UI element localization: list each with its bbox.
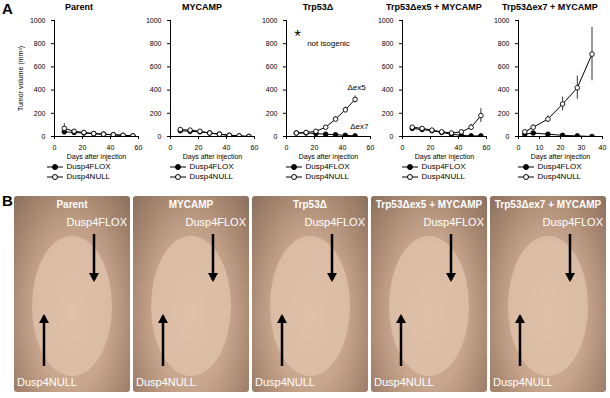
svg-text:1000: 1000 (262, 17, 278, 24)
svg-text:0: 0 (158, 133, 162, 140)
svg-text:Days after injection: Days after injection (531, 153, 591, 161)
html-text:Dusp4FLOX: Dusp4FLOX (542, 216, 603, 228)
html-text:Dusp4FLOX: Dusp4FLOX (304, 216, 365, 228)
html-text:Dusp4FLOX: Dusp4FLOX (537, 162, 582, 171)
html-text:B: B (2, 192, 13, 209)
svg-text:Days after injection: Days after injection (299, 153, 359, 161)
svg-text:60: 60 (251, 144, 259, 151)
svg-text:1000: 1000 (494, 17, 510, 24)
svg-text:800: 800 (382, 40, 394, 47)
html-text:Dusp4FLOX: Dusp4FLOX (421, 162, 466, 171)
svg-text:400: 400 (266, 86, 278, 93)
svg-text:200: 200 (498, 110, 510, 117)
svg-text:Days after injection: Days after injection (67, 153, 127, 161)
svg-text:400: 400 (382, 86, 394, 93)
html-text:Dusp4FLOX: Dusp4FLOX (66, 216, 127, 228)
html-text:Dusp4FLOX: Dusp4FLOX (185, 216, 246, 228)
svg-text:200: 200 (150, 110, 162, 117)
svg-text:60: 60 (483, 144, 491, 151)
svg-text:400: 400 (150, 86, 162, 93)
svg-text:600: 600 (34, 63, 46, 70)
svg-text:60: 60 (135, 144, 143, 151)
svg-text:600: 600 (382, 63, 394, 70)
svg-text:800: 800 (34, 40, 46, 47)
html-text:Trp53Δex5 + MYCAMP: Trp53Δex5 + MYCAMP (386, 2, 482, 12)
html-text:Dusp4NULL: Dusp4NULL (493, 376, 553, 388)
html-text:Dusp4NULL: Dusp4NULL (189, 172, 234, 181)
svg-text:400: 400 (34, 86, 46, 93)
html-text:Dusp4NULL: Dusp4NULL (305, 172, 350, 181)
html-text:Dusp4NULL: Dusp4NULL (66, 172, 111, 181)
svg-text:800: 800 (498, 40, 510, 47)
svg-text:0: 0 (390, 133, 394, 140)
svg-text:400: 400 (498, 86, 510, 93)
html-text:Dusp4NULL: Dusp4NULL (421, 172, 466, 181)
html-text:Trp53Δex7 + MYCAMP: Trp53Δex7 + MYCAMP (502, 2, 598, 12)
svg-text:Days after injection: Days after injection (183, 153, 243, 161)
html-text:Trp53Δex5 + MYCAMP: Trp53Δex5 + MYCAMP (375, 199, 483, 210)
svg-text:0: 0 (42, 133, 46, 140)
html-text:Trp53Δ: Trp53Δ (302, 2, 334, 12)
svg-text:0: 0 (506, 133, 510, 140)
html-text:Parent: Parent (65, 2, 93, 12)
svg-text:40: 40 (599, 144, 607, 151)
html-text:Trp53Δ: Trp53Δ (293, 199, 327, 210)
svg-text:not isogenic: not isogenic (307, 39, 350, 48)
svg-text:800: 800 (150, 40, 162, 47)
svg-text:0: 0 (274, 133, 278, 140)
html-text:Dusp4FLOX: Dusp4FLOX (305, 162, 350, 171)
html-text:Dusp4NULL: Dusp4NULL (374, 376, 434, 388)
html-text:Dusp4NULL: Dusp4NULL (537, 172, 582, 181)
svg-text:10: 10 (536, 144, 544, 151)
svg-text:1000: 1000 (146, 17, 162, 24)
svg-text:800: 800 (266, 40, 278, 47)
html-text:Dusp4NULL: Dusp4NULL (255, 376, 315, 388)
svg-text:*: * (295, 28, 301, 45)
html-text:Dusp4FLOX: Dusp4FLOX (423, 216, 484, 228)
svg-text:30: 30 (578, 144, 586, 151)
svg-text:Tumor volume (mm³): Tumor volume (mm³) (17, 46, 25, 111)
svg-text:200: 200 (34, 110, 46, 117)
svg-text:20: 20 (427, 144, 435, 151)
svg-text:Δex7: Δex7 (350, 122, 369, 131)
html-text:Dusp4FLOX: Dusp4FLOX (189, 162, 234, 171)
html-text:A: A (2, 0, 13, 17)
svg-text:600: 600 (266, 63, 278, 70)
svg-text:1000: 1000 (378, 17, 394, 24)
html-text:MYCAMP: MYCAMP (182, 2, 222, 12)
html-text:MYCAMP: MYCAMP (168, 199, 214, 210)
svg-text:40: 40 (223, 144, 231, 151)
svg-text:0: 0 (169, 144, 173, 151)
svg-text:200: 200 (382, 110, 394, 117)
html-text:Trp53Δex7 + MYCAMP: Trp53Δex7 + MYCAMP (494, 199, 602, 210)
svg-text:Days after injection: Days after injection (415, 153, 475, 161)
svg-text:200: 200 (266, 110, 278, 117)
html-text:Parent: Parent (56, 199, 88, 210)
svg-text:0: 0 (285, 144, 289, 151)
svg-text:600: 600 (150, 63, 162, 70)
svg-text:40: 40 (107, 144, 115, 151)
svg-text:1000: 1000 (30, 17, 46, 24)
svg-text:Δex5: Δex5 (347, 83, 366, 92)
svg-text:60: 60 (367, 144, 375, 151)
html-text:Dusp4NULL: Dusp4NULL (17, 376, 77, 388)
html-text:Dusp4FLOX: Dusp4FLOX (66, 162, 111, 171)
svg-text:20: 20 (311, 144, 319, 151)
svg-text:20: 20 (79, 144, 87, 151)
svg-text:40: 40 (339, 144, 347, 151)
svg-text:20: 20 (557, 144, 565, 151)
svg-text:600: 600 (498, 63, 510, 70)
svg-text:0: 0 (517, 144, 521, 151)
svg-text:0: 0 (401, 144, 405, 151)
html-text:Dusp4NULL: Dusp4NULL (136, 376, 196, 388)
svg-text:40: 40 (455, 144, 463, 151)
svg-text:0: 0 (53, 144, 57, 151)
svg-text:20: 20 (195, 144, 203, 151)
